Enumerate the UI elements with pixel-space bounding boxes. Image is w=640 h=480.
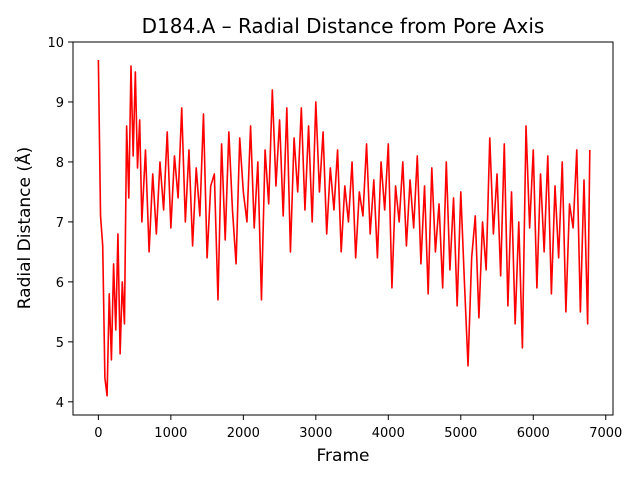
series-line-radial-distance [97, 59, 591, 397]
y-axis-label: Radial Distance (Å) [13, 147, 35, 310]
y-tick-label: 9 [56, 96, 64, 111]
y-tick-label: 7 [56, 216, 64, 231]
chart-title: D184.A – Radial Distance from Pore Axis [142, 14, 545, 38]
x-tick-label: 2000 [227, 426, 260, 441]
x-tick-label: 5000 [444, 426, 477, 441]
x-tick-label: 0 [94, 426, 102, 441]
plot-area [97, 59, 591, 397]
y-axis: 4 5 6 7 8 9 10 [47, 36, 73, 411]
x-axis: 0 1000 2000 3000 4000 5000 6000 7000 [94, 415, 622, 441]
y-tick-label: 10 [47, 36, 64, 51]
x-tick-label: 1000 [154, 426, 187, 441]
y-tick-label: 8 [56, 156, 64, 171]
y-tick-label: 6 [56, 276, 64, 291]
x-tick-label: 3000 [299, 426, 332, 441]
plot-frame [72, 41, 614, 416]
y-tick-label: 5 [56, 336, 64, 351]
y-tick-label: 4 [56, 396, 64, 411]
x-tick-label: 6000 [517, 426, 550, 441]
x-axis-label: Frame [317, 446, 370, 466]
x-tick-label: 4000 [372, 426, 405, 441]
x-tick-label: 7000 [589, 426, 622, 441]
